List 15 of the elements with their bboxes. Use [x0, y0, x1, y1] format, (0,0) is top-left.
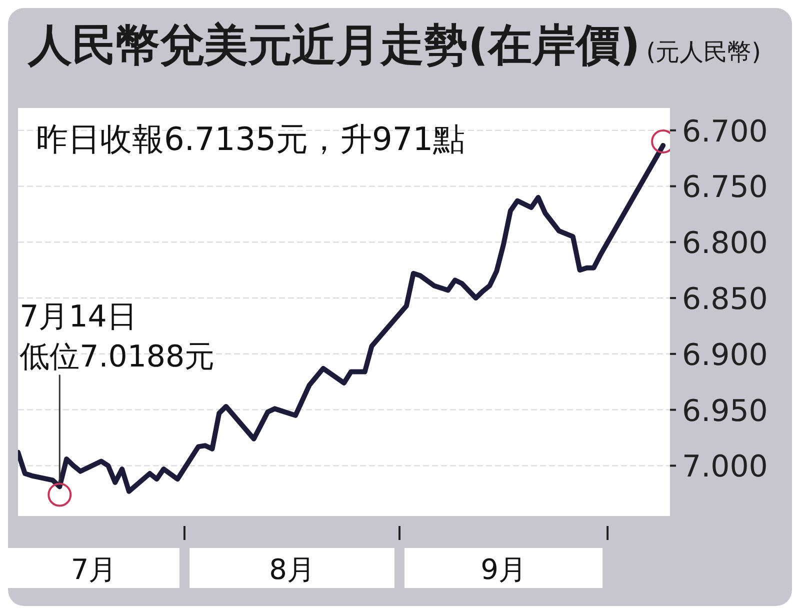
y-tick-label: 6.800 — [682, 226, 768, 262]
y-tick-label: 6.950 — [682, 394, 768, 429]
y-tick-label: 6.900 — [682, 338, 768, 373]
y-tick-label: 6.700 — [682, 114, 768, 150]
y-tick-label: 6.850 — [682, 282, 768, 318]
x-tick-label: 8月 — [269, 553, 315, 586]
chart-title: 人民幣兌美元近月走勢(在岸價) — [28, 19, 640, 73]
annotation: 昨日收報6.7135元，升971點 — [36, 119, 466, 160]
x-tick-label: 9月 — [480, 553, 526, 586]
y-axis-title: (元人民幣) — [646, 37, 761, 68]
annotation: 低位7.0188元 — [20, 340, 215, 375]
y-tick-label: 6.750 — [682, 170, 768, 206]
x-tick-label: 7月 — [70, 553, 117, 586]
annotation: 7月14日 — [20, 300, 137, 335]
y-tick-label: 7.000 — [682, 450, 768, 485]
